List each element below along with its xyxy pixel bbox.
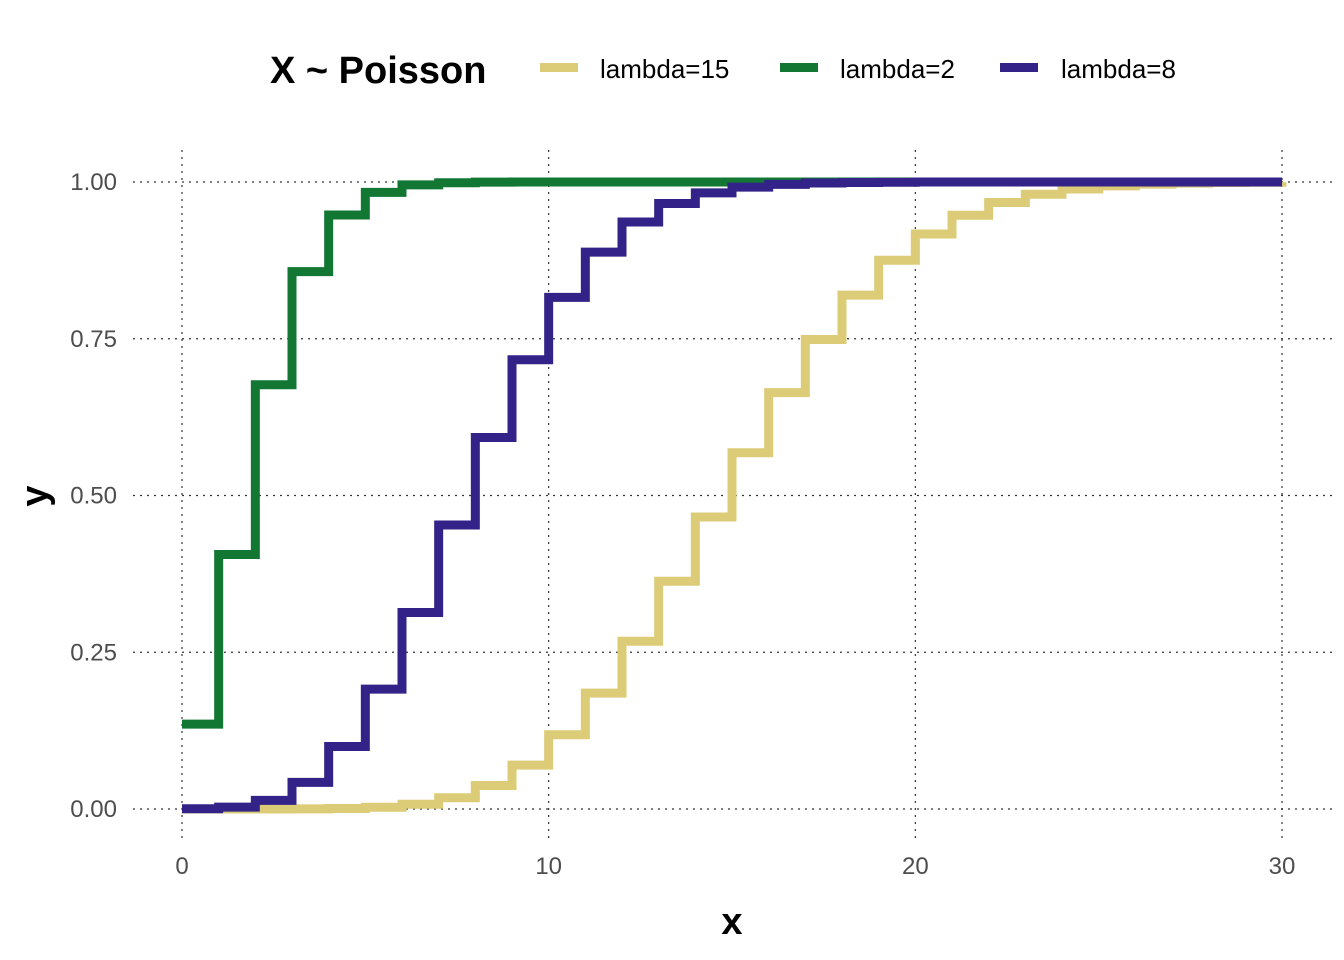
x-tick-label: 0: [175, 853, 188, 880]
x-tick-label: 20: [902, 853, 929, 880]
x-tick-label: 30: [1269, 853, 1296, 880]
y-tick-label: 0.00: [70, 796, 117, 823]
y-tick-label: 0.75: [70, 326, 117, 353]
x-tick-label: 10: [535, 853, 562, 880]
legend-title: X ~ Poisson: [270, 50, 486, 92]
series-line-lambda-8: [182, 177, 1282, 814]
legend: X ~ Poisson lambda=15 lambda=2 lambda=8: [270, 50, 1176, 92]
legend-key-lambda-15: [540, 63, 578, 72]
legend-label: lambda=8: [1061, 54, 1176, 84]
y-tick-label: 0.25: [70, 639, 117, 666]
y-tick-label: 0.50: [70, 483, 117, 510]
y-tick-label: 1.00: [70, 169, 117, 196]
x-axis-title: x: [721, 901, 742, 943]
legend-label: lambda=15: [600, 54, 729, 84]
legend-key-lambda-8: [1000, 63, 1038, 72]
plot-series: [182, 177, 1287, 814]
axes: 0.00 0.25 0.50 0.75 1.00 0 10 20 30 x y: [14, 169, 1295, 943]
legend-label: lambda=2: [840, 54, 955, 84]
series-line-lambda-15: [182, 177, 1287, 814]
y-axis-title: y: [14, 485, 56, 506]
legend-key-lambda-2: [780, 63, 818, 72]
